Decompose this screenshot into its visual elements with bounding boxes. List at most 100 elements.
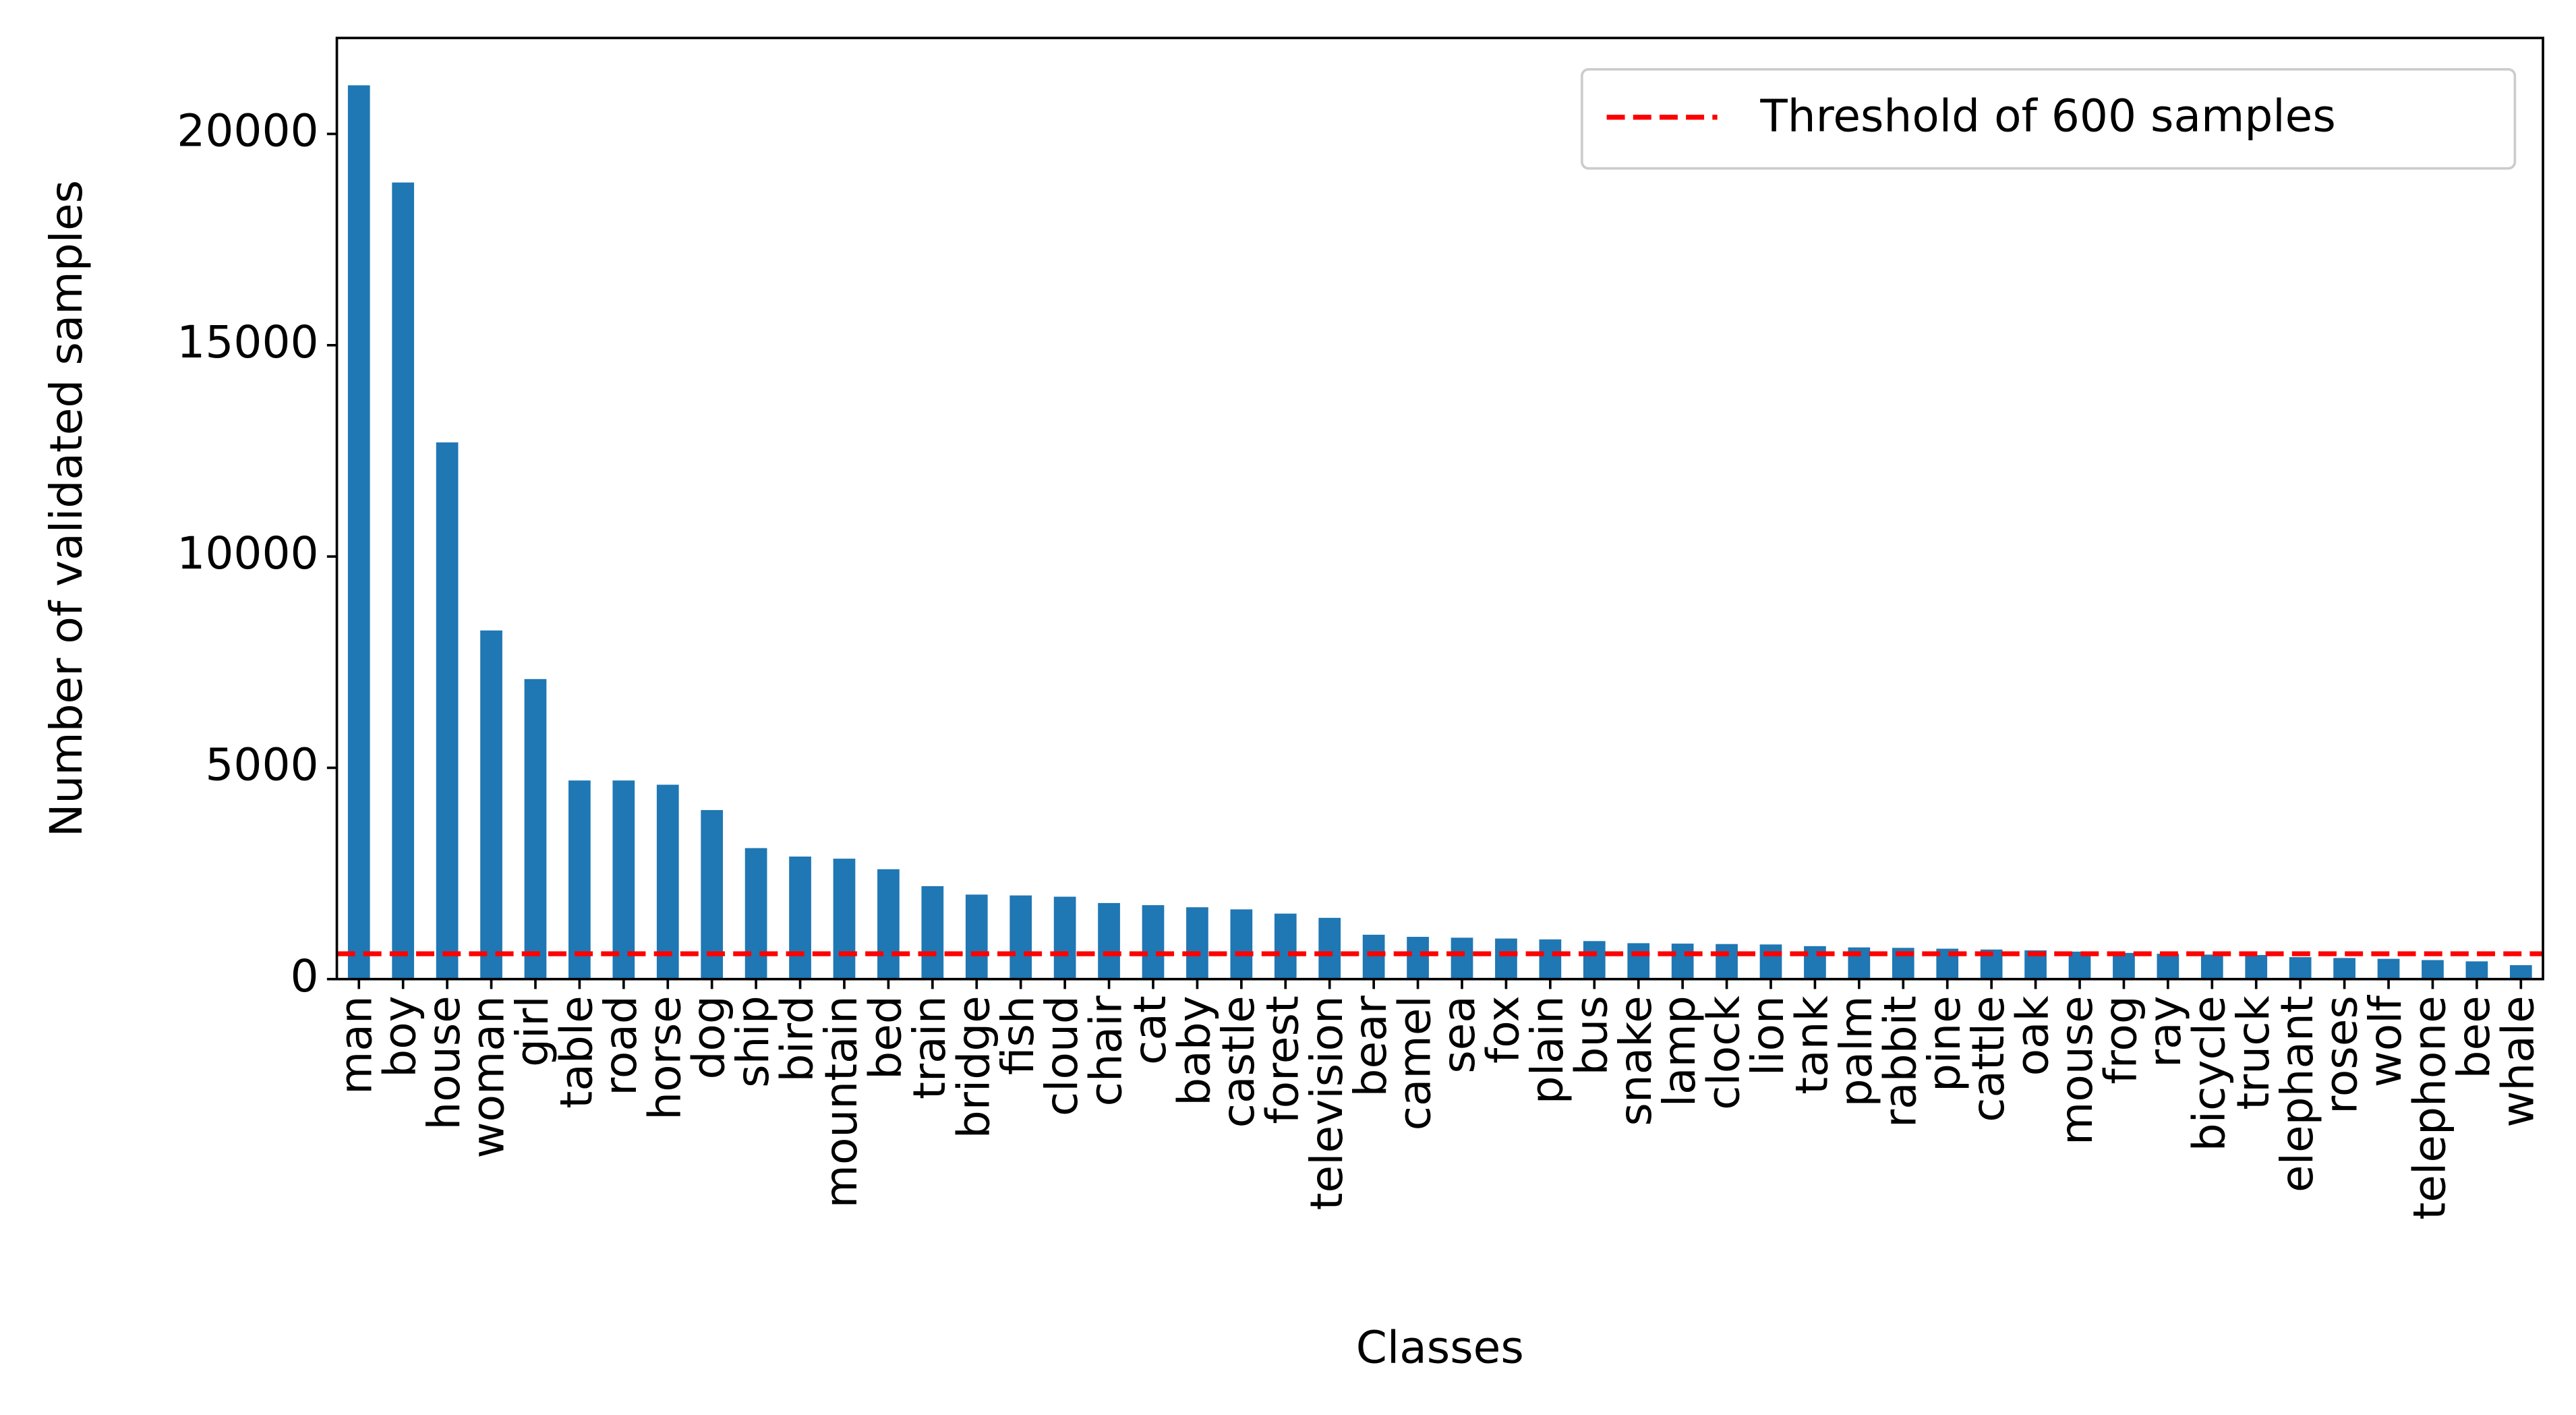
bar — [612, 780, 635, 979]
bar — [744, 848, 767, 979]
x-tick-label: tank — [1786, 995, 1838, 1094]
bar — [568, 780, 591, 979]
bar — [2113, 952, 2135, 979]
y-axis-label: Number of validated samples — [40, 180, 92, 837]
x-tick-label: roses — [2316, 995, 2368, 1114]
bar — [965, 894, 988, 979]
bar — [1451, 937, 1473, 979]
bar — [701, 810, 724, 979]
bar — [1009, 895, 1032, 979]
bar — [1804, 946, 1826, 979]
bar — [1716, 944, 1738, 979]
bar — [1583, 941, 1606, 979]
bar — [2200, 954, 2223, 979]
x-tick-label: fish — [992, 995, 1044, 1075]
x-tick-label: camel — [1389, 995, 1441, 1130]
x-tick-label: chair — [1080, 995, 1132, 1106]
x-tick-label: horse — [639, 995, 691, 1120]
bar — [1186, 907, 1208, 979]
x-tick-label: girl — [506, 995, 558, 1067]
bar — [2377, 958, 2400, 979]
x-tick-label: castle — [1212, 995, 1264, 1128]
x-tick-label: mouse — [2051, 995, 2103, 1145]
x-tick-label: table — [550, 995, 602, 1108]
y-tick-label: 15000 — [177, 316, 318, 368]
x-tick-label: train — [904, 995, 956, 1099]
plot-frame — [335, 36, 2544, 981]
legend-label: Threshold of 600 samples — [1759, 90, 2335, 142]
x-tick-label: bridge — [947, 995, 999, 1138]
x-tick-label: man — [330, 995, 382, 1095]
bar — [2509, 965, 2532, 979]
x-tick-label: snake — [1610, 995, 1662, 1126]
bar — [921, 886, 944, 979]
x-tick-label: plain — [1521, 995, 1573, 1104]
legend-box — [1581, 67, 2517, 170]
y-tick-label: 0 — [291, 950, 319, 1002]
x-tick-label: whale — [2492, 995, 2544, 1127]
x-tick-label: bee — [2448, 995, 2500, 1078]
x-tick-label: bicycle — [2183, 995, 2235, 1151]
bar — [1274, 913, 1297, 979]
x-tick-label: bus — [1565, 995, 1617, 1075]
x-tick-label: television — [1301, 995, 1353, 1210]
x-tick-label: pine — [1919, 995, 1970, 1092]
x-tick-label: cat — [1124, 995, 1176, 1065]
x-tick-label: oak — [2007, 995, 2059, 1076]
bar — [347, 85, 370, 979]
bar — [2333, 958, 2355, 979]
x-tick-label: frog — [2095, 995, 2147, 1084]
x-tick-label: lamp — [1653, 995, 1705, 1107]
x-tick-label: ship — [727, 995, 779, 1088]
x-tick-label: bed — [859, 995, 911, 1080]
x-tick-label: telephone — [2404, 995, 2456, 1219]
x-tick-label: lion — [1742, 995, 1794, 1076]
bar — [392, 182, 415, 979]
bar — [2289, 957, 2312, 979]
x-tick-label: elephant — [2271, 995, 2323, 1192]
y-tick-label: 10000 — [177, 527, 318, 579]
bar — [789, 856, 811, 979]
bar — [1627, 943, 1650, 979]
bar — [2422, 960, 2444, 979]
bar — [877, 869, 900, 979]
x-tick-label: mountain — [815, 995, 867, 1208]
x-tick-label: truck — [2227, 995, 2279, 1109]
bar — [1407, 937, 1429, 979]
x-tick-label: forest — [1256, 995, 1308, 1124]
bar — [1362, 934, 1385, 979]
bar — [1230, 909, 1253, 979]
x-tick-label: boy — [374, 995, 426, 1077]
x-tick-label: bird — [771, 995, 823, 1082]
bar — [1053, 896, 1076, 979]
x-tick-label: palm — [1830, 995, 1882, 1107]
y-tick-label: 20000 — [177, 105, 318, 157]
bar — [1759, 944, 1782, 979]
bar — [1539, 939, 1562, 979]
x-axis-label: Classes — [1356, 1322, 1524, 1374]
y-tick-label: 5000 — [205, 739, 318, 790]
bar — [656, 784, 679, 979]
x-tick-label: sea — [1433, 995, 1485, 1074]
x-tick-label: wolf — [2360, 994, 2411, 1087]
x-tick-label: ray — [2139, 995, 2191, 1068]
x-tick-label: cattle — [1962, 995, 2014, 1122]
bar — [480, 630, 502, 979]
bar — [1318, 917, 1341, 979]
x-tick-label: rabbit — [1874, 995, 1926, 1128]
x-tick-label: baby — [1168, 995, 1220, 1106]
bar — [1142, 905, 1165, 979]
bar — [2465, 961, 2488, 979]
bar — [1495, 938, 1517, 979]
bar — [2245, 954, 2268, 979]
bar — [1671, 944, 1694, 979]
bar — [2157, 954, 2179, 979]
bar — [436, 442, 459, 979]
bar — [1098, 902, 1120, 979]
x-tick-label: woman — [463, 995, 515, 1158]
x-tick-label: road — [595, 995, 647, 1096]
bar — [833, 859, 856, 979]
x-tick-label: clock — [1698, 995, 1750, 1109]
